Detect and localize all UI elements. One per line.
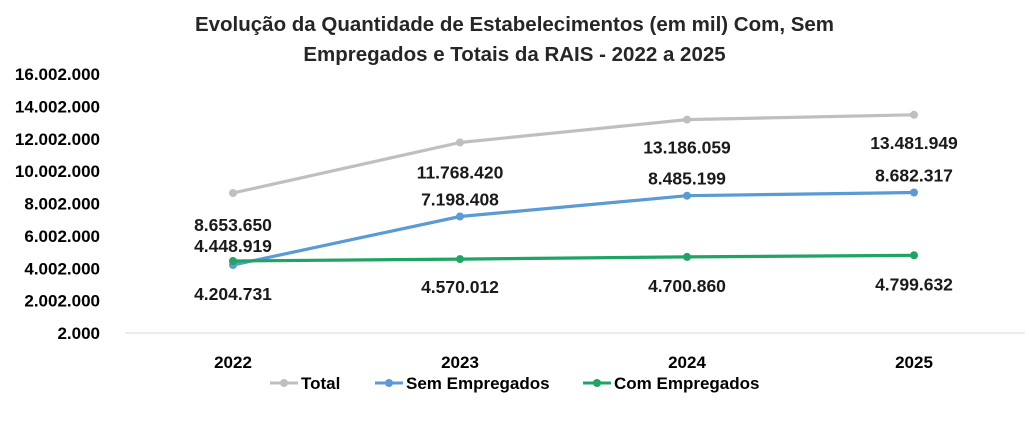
legend: Total Sem Empregados Com Empregados <box>270 374 759 393</box>
x-tick-label: 2023 <box>441 353 479 372</box>
legend-marker-com-empregados <box>593 379 601 387</box>
chart-title: Evolução da Quantidade de Estabeleciment… <box>0 10 1029 70</box>
series-line-sem-empregados <box>231 190 916 267</box>
data-point-com-empregados <box>456 255 464 264</box>
data-label-total: 8.653.650 <box>194 215 272 235</box>
data-labels: 8.653.650 11.768.420 13.186.059 13.481.949 4… <box>194 133 958 304</box>
legend-marker-total <box>280 379 288 387</box>
legend-marker-sem-empregados <box>385 379 393 387</box>
data-label-total: 13.481.949 <box>870 133 958 153</box>
plot-area <box>229 110 918 269</box>
data-point-total <box>229 189 237 197</box>
data-label-com-empregados: 4.799.632 <box>875 274 953 294</box>
data-point-total <box>910 110 918 119</box>
data-label-sem-empregados: 8.485.199 <box>648 169 726 189</box>
data-label-sem-empregados: 7.198.408 <box>421 190 499 210</box>
data-point-total <box>456 138 464 147</box>
y-tick-label: 12.002.000 <box>15 130 100 149</box>
data-label-com-empregados: 4.570.012 <box>421 277 499 297</box>
x-tick-label: 2024 <box>668 353 706 372</box>
y-axis: 2.000 2.002.000 4.002.000 6.002.000 8.002.00… <box>15 65 100 343</box>
chart-title-line-1: Evolução da Quantidade de Estabeleciment… <box>194 13 835 36</box>
legend-label-com-empregados: Com Empregados <box>614 374 759 393</box>
series-line-total <box>231 113 916 195</box>
x-tick-label: 2022 <box>214 353 252 372</box>
data-label-com-empregados: 4.448.919 <box>194 236 272 256</box>
data-label-total: 11.768.420 <box>417 163 504 183</box>
y-tick-label: 6.002.000 <box>24 227 100 246</box>
data-point-sem-empregados <box>456 212 464 221</box>
legend-label-sem-empregados: Sem Empregados <box>406 374 550 393</box>
data-label-com-empregados: 4.700.860 <box>648 276 726 296</box>
data-point-com-empregados <box>683 252 691 261</box>
data-point-com-empregados <box>229 257 237 265</box>
y-tick-label: 2.000 <box>57 324 100 343</box>
data-label-sem-empregados: 8.682.317 <box>875 165 953 185</box>
y-tick-label: 14.002.000 <box>15 97 100 116</box>
x-axis: 2022 2023 2024 2025 <box>125 332 1025 372</box>
data-point-sem-empregados <box>683 191 691 200</box>
data-point-total <box>683 115 691 124</box>
y-tick-label: 2.002.000 <box>24 292 100 311</box>
data-point-com-empregados <box>910 251 918 260</box>
y-tick-label: 8.002.000 <box>24 195 100 214</box>
data-point-sem-empregados <box>910 188 918 197</box>
y-tick-label: 16.002.000 <box>15 65 100 84</box>
x-tick-label: 2025 <box>895 353 933 372</box>
y-tick-label: 10.002.000 <box>15 162 100 181</box>
legend-label-total: Total <box>301 374 340 393</box>
chart-title-line-2: Empregados e Totais da RAIS - 2022 a 202… <box>303 43 726 66</box>
data-label-total: 13.186.059 <box>643 138 731 158</box>
series-line-com-empregados <box>231 253 916 263</box>
y-tick-label: 4.002.000 <box>24 259 100 278</box>
data-label-sem-empregados: 4.204.731 <box>194 284 272 304</box>
